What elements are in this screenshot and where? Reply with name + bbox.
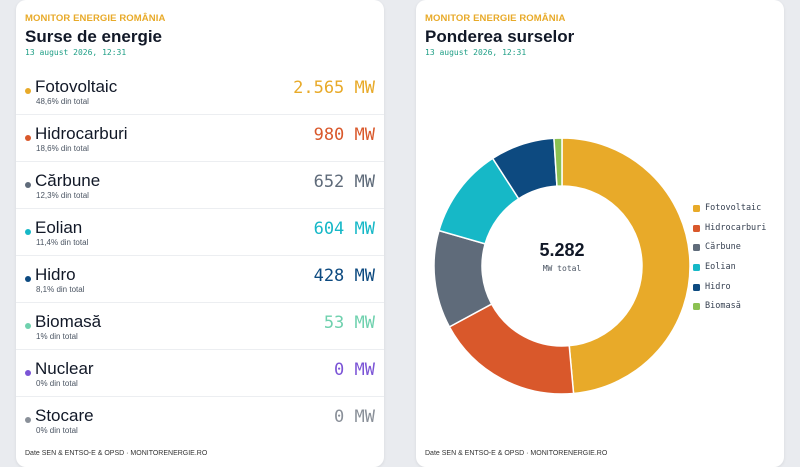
source-row: Hidro 8,1% din total 428 MW [16,256,384,303]
source-name: Stocare [35,406,94,425]
share-card: MONITOR ENERGIE ROMÂNIA Ponderea surselo… [416,0,784,467]
timestamp: 13 august 2026, 12:31 [25,48,127,57]
source-share: 48,6% din total [36,97,89,106]
sources-list: Fotovoltaic 48,6% din total 2.565 MW Hid… [16,68,384,444]
source-value: 652 MW [313,172,375,192]
donut-total-label: MW total [542,264,582,273]
footer-credits: Date SEN & ENTSO-E & OPSD · MONITORENERG… [25,450,208,457]
source-name: Nuclear [35,359,94,378]
source-dot [25,323,31,329]
source-dot [25,370,31,376]
brand-label: MONITOR ENERGIE ROMÂNIA [425,13,566,24]
donut-slice-biomasă [553,137,563,187]
source-dot [25,276,31,282]
source-row: Nuclear 0% din total 0 MW [16,350,384,397]
source-name: Biomasă [35,312,102,331]
source-name: Cărbune [35,171,101,190]
source-share: 12,3% din total [36,191,89,200]
source-row: Eolian 11,4% din total 604 MW [16,209,384,256]
source-value: 604 MW [313,219,375,239]
source-dot [25,229,31,235]
source-row: Stocare 0% din total 0 MW [16,397,384,444]
source-row: Fotovoltaic 48,6% din total 2.565 MW [16,68,384,115]
brand-label: MONITOR ENERGIE ROMÂNIA [25,13,166,24]
source-row: Cărbune 12,3% din total 652 MW [16,162,384,209]
source-share: 11,4% din total [36,238,89,247]
source-name: Eolian [35,218,83,237]
legend-swatch [693,283,700,291]
legend-label: Cărbune [705,242,741,253]
legend-label: Biomasă [705,301,741,312]
source-dot [25,182,31,188]
source-dot [25,417,31,423]
source-name: Fotovoltaic [35,77,118,96]
source-share: 8,1% din total [36,285,85,294]
legend-swatch [693,264,700,272]
donut-total-value: 5.282 [539,240,585,260]
legend-label: Eolian [705,262,736,273]
source-value: 2.565 MW [293,78,375,98]
source-share: 0% din total [36,426,78,435]
sources-card: MONITOR ENERGIE ROMÂNIA Surse de energie… [16,0,384,467]
legend-label: Hidrocarburi [705,222,767,233]
legend-swatch [693,303,700,311]
source-name: Hidro [35,265,76,284]
source-value: 0 MW [334,407,375,427]
source-dot [25,135,31,141]
legend-swatch [693,205,700,212]
legend-swatch [693,224,700,232]
source-value: 428 MW [313,266,375,286]
source-value: 980 MW [313,125,375,145]
donut-slice-fotovoltaic [561,137,691,395]
legend-swatch [693,244,700,252]
source-value: 0 MW [334,360,375,380]
source-row: Biomasă 1% din total 53 MW [16,303,384,350]
card-title: Ponderea surselor [425,27,575,46]
card-title: Surse de energie [25,27,163,46]
source-value: 53 MW [323,313,375,333]
source-dot [25,88,31,94]
donut-chart [433,137,691,395]
legend-label: Hidro [705,281,731,292]
legend-label: Fotovoltaic [705,203,762,213]
source-row: Hidrocarburi 18,6% din total 980 MW [16,115,384,162]
source-share: 1% din total [36,332,78,341]
timestamp: 13 august 2026, 12:31 [425,48,527,57]
footer-credits: Date SEN & ENTSO-E & OPSD · MONITORENERG… [425,450,608,457]
source-share: 18,6% din total [36,144,89,153]
source-name: Hidrocarburi [35,124,128,143]
source-share: 0% din total [36,379,78,388]
